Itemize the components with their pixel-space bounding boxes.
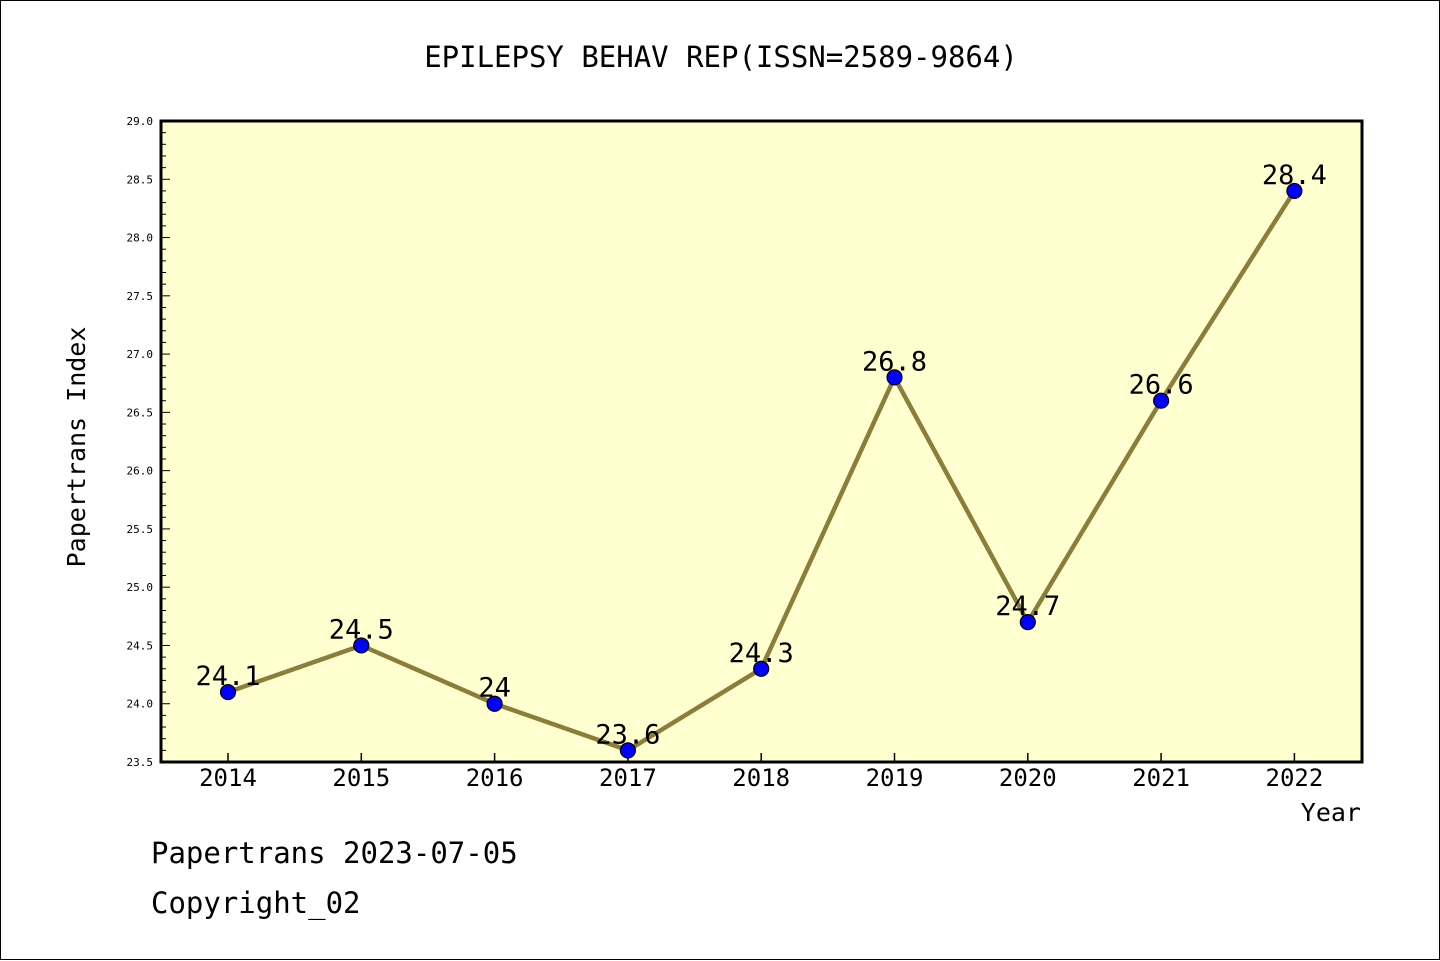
x-tick-label: 2020 xyxy=(999,764,1057,792)
data-points xyxy=(219,182,1303,759)
y-tick-label: 24.5 xyxy=(127,639,154,652)
footer-date: Papertrans 2023-07-05 xyxy=(151,836,518,870)
x-axis: 2014 2015 2016 2017 2018 2019 2020 2021 2022 xyxy=(199,753,1323,792)
data-point xyxy=(1286,182,1303,200)
y-tick-label: 28.0 xyxy=(127,232,154,245)
data-label: 24 xyxy=(478,673,511,704)
x-tick-label: 2021 xyxy=(1132,764,1190,792)
x-tick-label: 2017 xyxy=(599,764,657,792)
data-point xyxy=(1152,392,1170,409)
y-axis: 23.5 24.0 24.5 25.0 25.5 26.0 26.5 27.0 27.5 28.0… xyxy=(127,115,170,769)
footer-copyright: Copyright_02 xyxy=(151,886,361,920)
data-point xyxy=(486,695,503,712)
data-label: 24.7 xyxy=(995,591,1060,622)
x-tick-label: 2019 xyxy=(866,764,924,792)
data-label: 28.4 xyxy=(1262,160,1327,191)
data-label: 24.3 xyxy=(729,638,794,669)
data-label: 26.8 xyxy=(862,346,927,377)
x-tick-label: 2018 xyxy=(732,764,790,792)
data-label: 26.6 xyxy=(1129,370,1194,401)
y-tick-label: 25.0 xyxy=(127,581,154,594)
y-tick-label: 23.5 xyxy=(127,756,154,769)
y-tick-label: 25.5 xyxy=(127,523,154,536)
y-tick-label: 29.0 xyxy=(127,115,154,128)
x-tick-label: 2015 xyxy=(332,764,390,792)
x-tick-label: 2014 xyxy=(199,764,257,792)
x-axis-label: Year xyxy=(1301,798,1361,827)
y-tick-label: 27.5 xyxy=(127,290,154,303)
data-point xyxy=(753,660,770,677)
data-labels: 24.1 24.5 24 23.6 24.3 26.8 24.7 26.6 28.4 xyxy=(195,160,1326,750)
y-tick-label: 26.5 xyxy=(127,406,154,419)
y-axis-label: Papertrans Index xyxy=(62,327,91,568)
data-point xyxy=(1019,614,1036,631)
y-tick-label: 27.0 xyxy=(127,348,154,361)
y-tick-label: 28.5 xyxy=(127,173,154,186)
data-label: 23.6 xyxy=(595,719,660,750)
data-label: 24.5 xyxy=(329,614,394,645)
data-point xyxy=(353,637,370,654)
data-point xyxy=(619,742,637,759)
plot-area xyxy=(159,119,1364,764)
x-tick-label: 2016 xyxy=(466,764,524,792)
data-label: 24.1 xyxy=(195,661,260,692)
y-tick-label: 24.0 xyxy=(127,698,154,711)
data-point xyxy=(219,683,237,701)
data-point xyxy=(886,369,903,386)
y-tick-label: 26.0 xyxy=(127,465,154,478)
x-tick-label: 2022 xyxy=(1266,764,1324,792)
chart-title: EPILEPSY BEHAV REP(ISSN=2589-9864) xyxy=(424,40,1018,74)
